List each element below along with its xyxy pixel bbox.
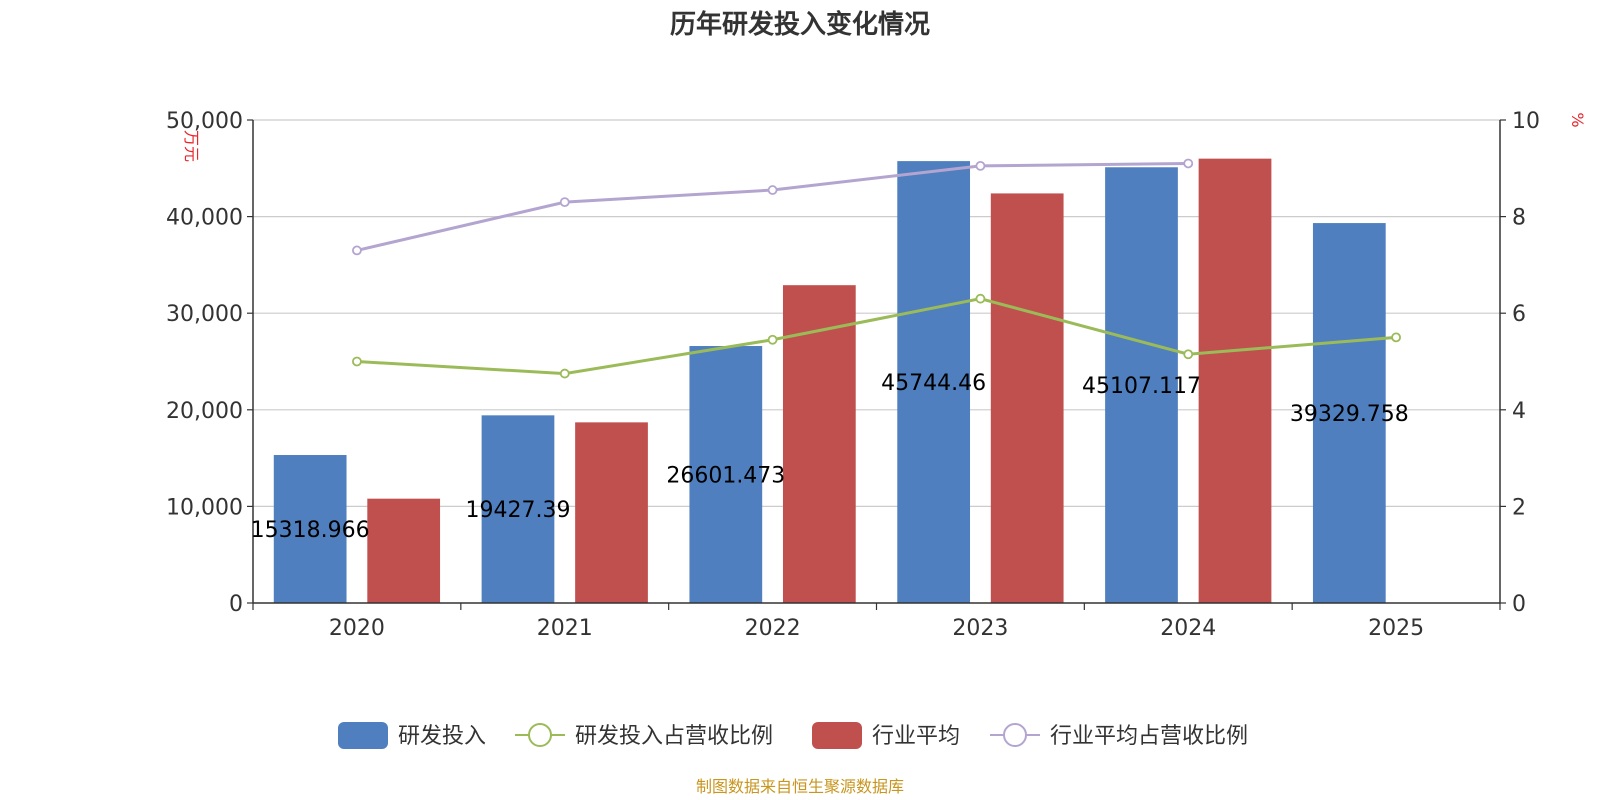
bar-行业平均-2020 — [367, 498, 441, 603]
legend-label: 研发投入 — [398, 724, 486, 749]
y-left-tick-label: 20,000 — [166, 399, 243, 424]
legend-label: 研发投入占营收比例 — [575, 724, 773, 749]
data-label: 15318.966 — [251, 518, 370, 543]
bar-行业平均-2021 — [575, 422, 648, 603]
data-label: 45107.117 — [1082, 374, 1201, 399]
point-研发投入占营收比例 — [1391, 332, 1401, 343]
data-label: 26601.473 — [666, 464, 785, 489]
legend-marker — [528, 723, 552, 747]
y-left-tick-label: 0 — [229, 592, 243, 617]
legend-swatch — [338, 722, 388, 749]
legend: 研发投入 研发投入占营收比例 行业平均 行业平均占营收比例 — [338, 722, 1248, 749]
legend-item-研发投入占营收比例[interactable]: 研发投入占营收比例 — [515, 723, 773, 749]
left-axis-unit: 万元 — [182, 130, 201, 162]
y-left-tick-label: 40,000 — [166, 206, 243, 231]
data-label: 45744.46 — [881, 371, 986, 396]
bar-研发投入-2023 — [897, 161, 971, 603]
chart-title: 历年研发投入变化情况 — [670, 9, 930, 40]
x-tick-label: 2021 — [537, 616, 593, 641]
legend-label: 行业平均占营收比例 — [1050, 724, 1248, 749]
y-right-tick-label: 6 — [1512, 302, 1526, 327]
y-left-tick-label: 30,000 — [166, 302, 243, 327]
x-tick-label: 2020 — [329, 616, 385, 641]
point-研发投入占营收比例 — [559, 368, 570, 379]
y-left-tick-label: 50,000 — [166, 109, 243, 134]
point-行业平均占营收比例 — [1183, 158, 1194, 169]
right-axis-unit: % — [1568, 112, 1587, 127]
point-行业平均占营收比例 — [975, 160, 986, 171]
bar-研发投入-2022 — [689, 346, 763, 603]
x-tick-label: 2024 — [1160, 616, 1216, 641]
data-labels: 15318.966 19427.39 26601.473 45744.46 45107.… — [251, 371, 1409, 543]
point-研发投入占营收比例 — [1183, 349, 1194, 360]
x-tick-label: 2025 — [1368, 616, 1424, 641]
x-tick-label: 2022 — [745, 616, 801, 641]
y-right-tick-label: 0 — [1512, 592, 1526, 617]
axes: 0 10,000 20,000 30,000 40,000 50,000 0 2 4 6 8 10 20… — [166, 109, 1540, 641]
y-right-tick-label: 4 — [1512, 399, 1526, 424]
data-label: 19427.39 — [465, 498, 570, 523]
point-行业平均占营收比例 — [559, 197, 570, 208]
bar-行业平均-2023 — [990, 193, 1064, 603]
bars — [273, 158, 1386, 604]
legend-item-行业平均占营收比例[interactable]: 行业平均占营收比例 — [990, 723, 1248, 749]
lines — [352, 158, 1401, 379]
point-研发投入占营收比例 — [767, 334, 778, 345]
legend-item-研发投入[interactable]: 研发投入 — [338, 722, 486, 749]
point-研发投入占营收比例 — [352, 356, 362, 367]
legend-label: 行业平均 — [872, 724, 960, 749]
point-行业平均占营收比例 — [767, 185, 778, 195]
gridlines — [253, 119, 1500, 507]
bar-行业平均-2024 — [1198, 158, 1272, 603]
bar-研发投入-2024 — [1105, 167, 1178, 603]
y-left-tick-label: 10,000 — [166, 495, 243, 520]
bar-行业平均-2022 — [782, 285, 856, 603]
legend-marker — [1003, 723, 1027, 747]
y-right-tick-label: 8 — [1512, 206, 1526, 231]
legend-item-行业平均[interactable]: 行业平均 — [812, 722, 960, 749]
legend-swatch — [812, 722, 862, 749]
x-tick-label: 2023 — [952, 616, 1008, 641]
point-研发投入占营收比例 — [975, 293, 986, 304]
line-研发投入占营收比例 — [356, 297, 1397, 376]
bar-研发投入-2021 — [481, 415, 555, 603]
source-note: 制图数据来自恒生聚源数据库 — [696, 777, 904, 796]
point-行业平均占营收比例 — [352, 245, 362, 256]
bar-研发投入-2025 — [1312, 223, 1386, 604]
bar-研发投入-2020 — [273, 455, 347, 603]
data-label: 39329.758 — [1290, 402, 1409, 427]
y-right-tick-label: 2 — [1512, 495, 1526, 520]
y-right-tick-label: 10 — [1512, 109, 1540, 134]
